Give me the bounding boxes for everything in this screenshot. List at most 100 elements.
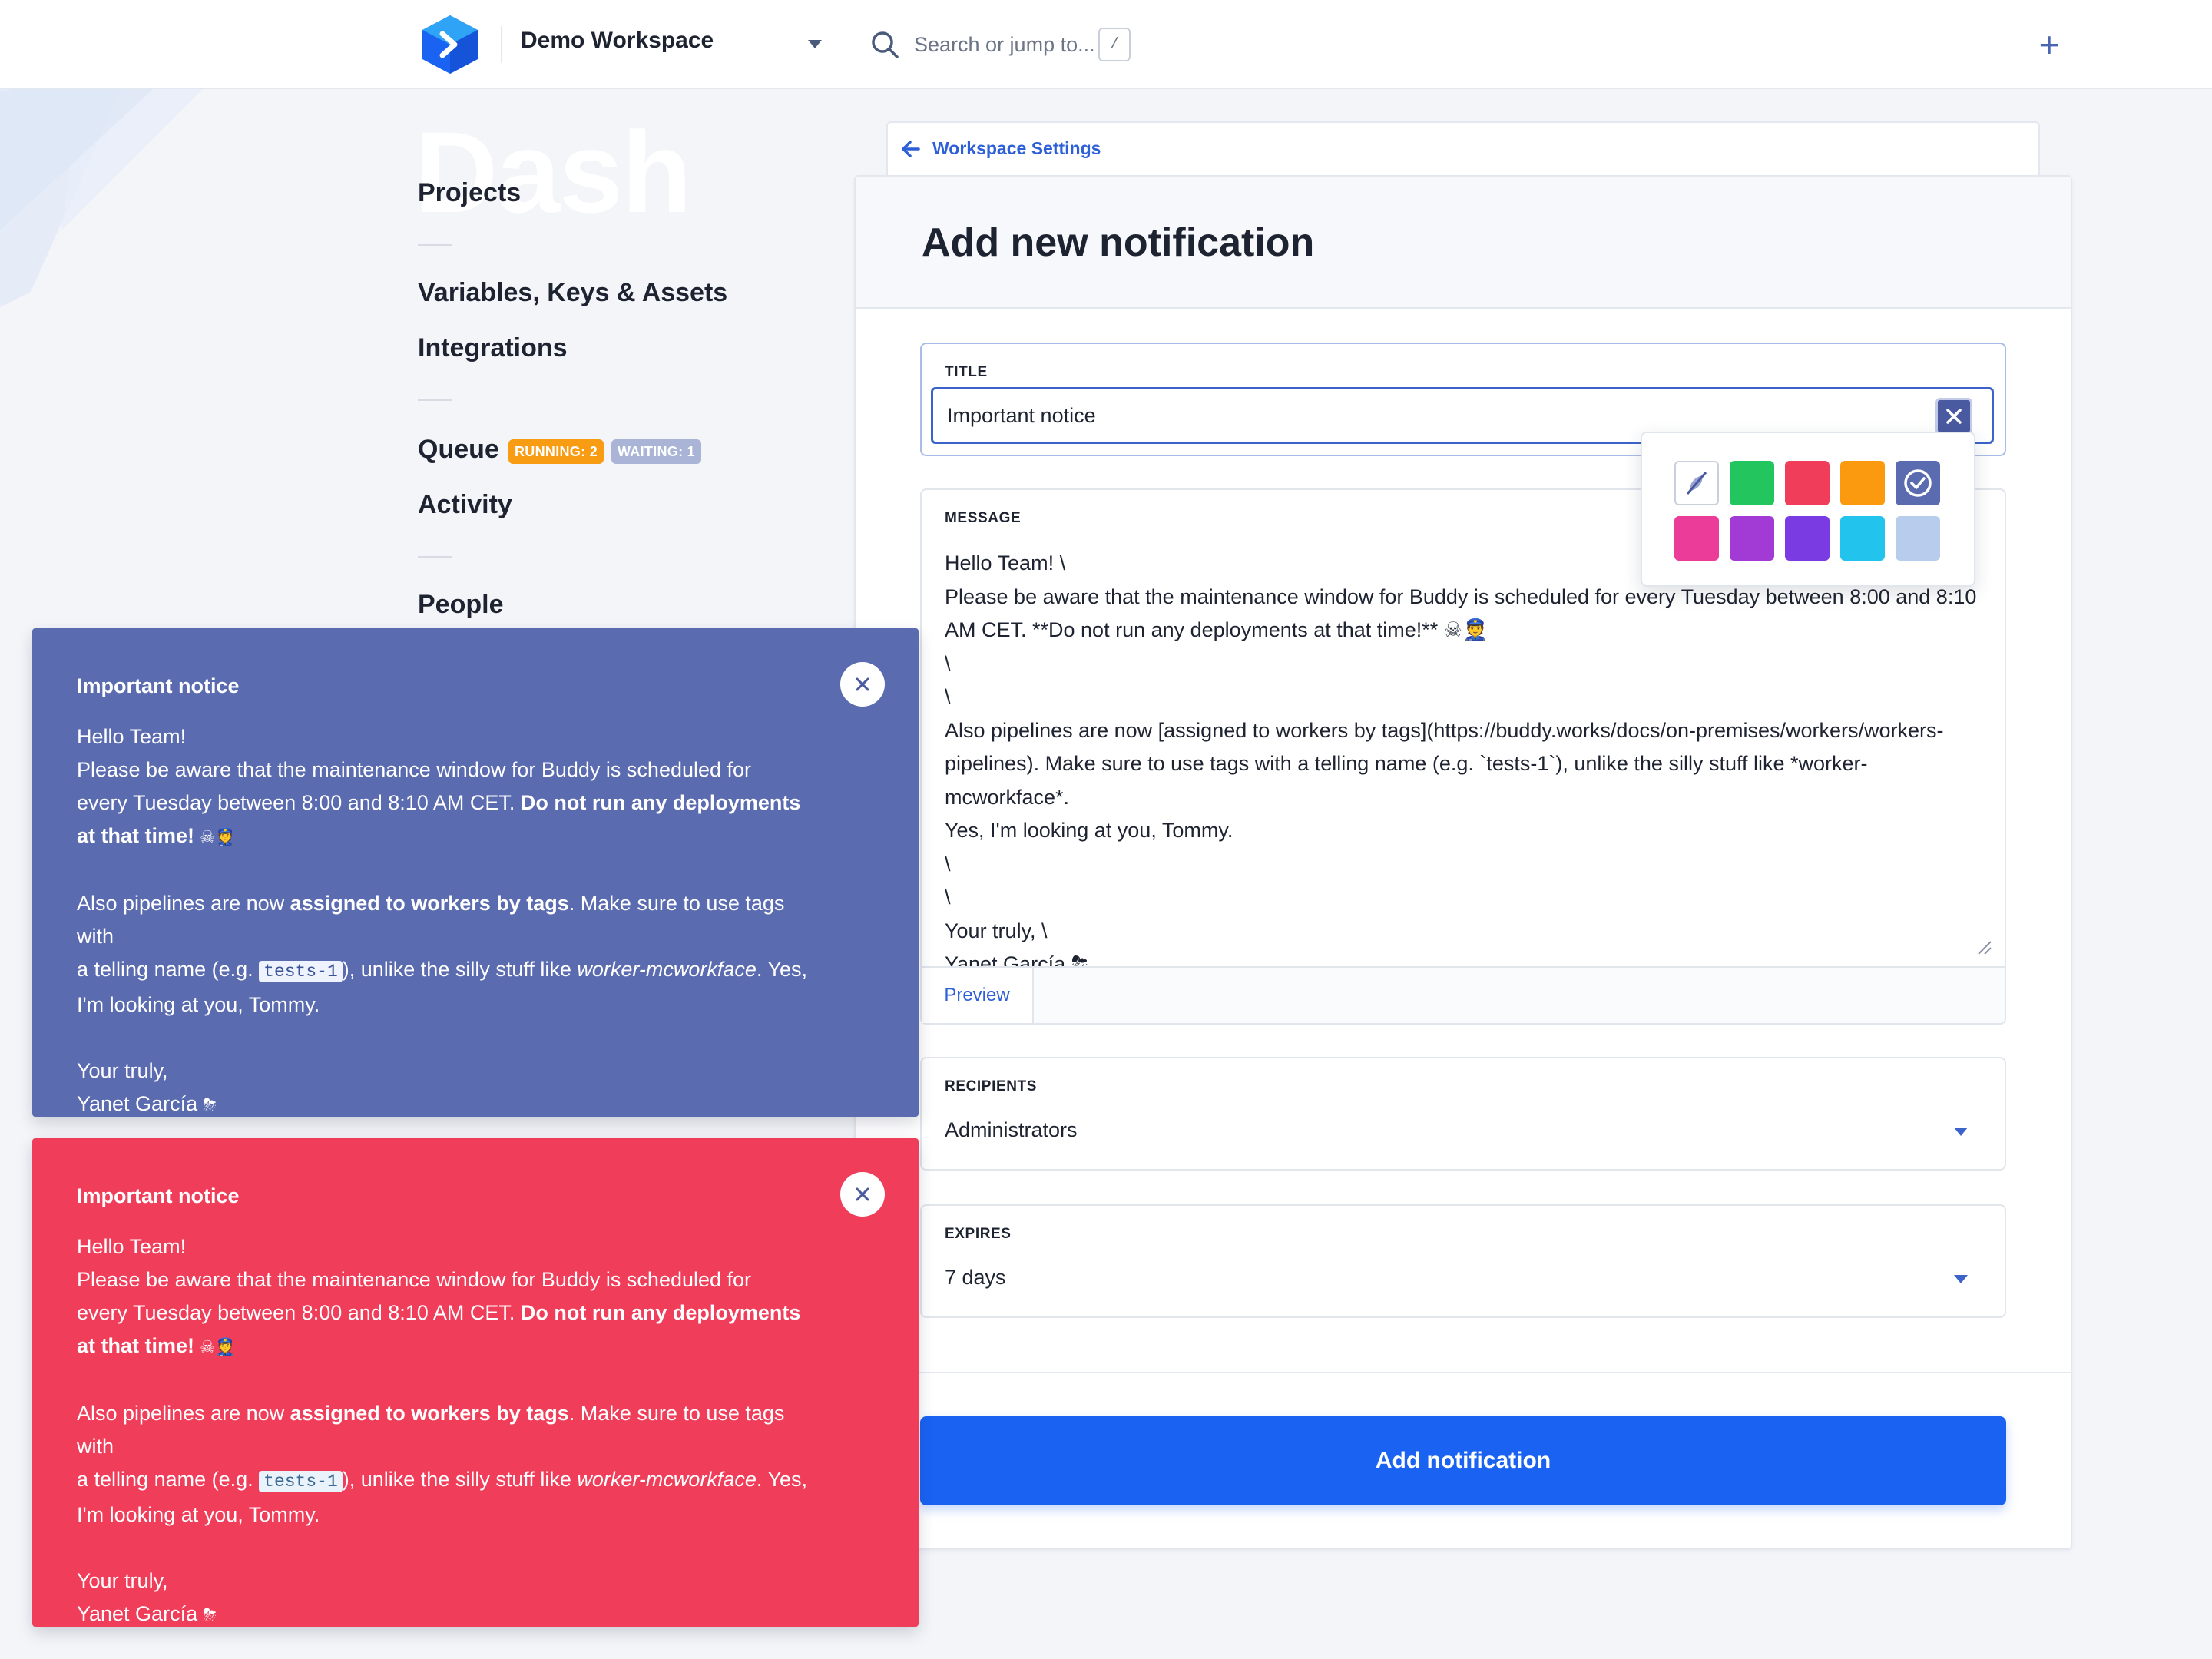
form-header xyxy=(856,177,2071,309)
color-swatch[interactable] xyxy=(1730,516,1774,561)
notice-link[interactable]: assigned to workers by tags xyxy=(290,1402,569,1425)
notice-text: . Make sure to use tags with xyxy=(77,1402,785,1458)
notice-signature: Yanet García xyxy=(77,1092,198,1115)
notice-text: a telling name (e.g. xyxy=(77,958,260,981)
notice-body: Hello Team! Please be aware that the mai… xyxy=(77,720,814,1122)
recipients-value[interactable]: Administrators xyxy=(945,1118,1078,1141)
workspace-name[interactable]: Demo Workspace xyxy=(521,28,714,53)
tab-preview[interactable]: Preview xyxy=(922,968,1034,1023)
notice-bold-text: at that time! xyxy=(77,824,195,847)
color-swatch[interactable] xyxy=(1896,516,1940,561)
expires-value[interactable]: 7 days xyxy=(945,1266,1006,1289)
color-picker-popup xyxy=(1641,432,1975,587)
queue-waiting-badge: WAITING: 1 xyxy=(611,439,701,464)
notice-signature: Your truly, xyxy=(77,1059,168,1082)
color-swatch-selected[interactable] xyxy=(1896,461,1940,505)
notice-italic-text: worker-mcworkface xyxy=(577,1468,757,1491)
notice-greeting: Hello Team! xyxy=(77,1235,187,1258)
recipients-select[interactable] xyxy=(920,1057,2006,1171)
color-swatch-none[interactable] xyxy=(1674,461,1719,505)
header-divider xyxy=(501,26,502,63)
notification-preview-red: Important notice Hello Team! Please be a… xyxy=(32,1138,919,1627)
close-icon xyxy=(856,1187,869,1201)
sidebar-divider xyxy=(418,244,452,246)
notice-text: Please be aware that the maintenance win… xyxy=(77,1268,752,1291)
sidebar-item-people[interactable]: People xyxy=(418,590,504,619)
notice-bold-text: at that time! xyxy=(77,1334,195,1357)
notice-text: every Tuesday between 8:00 and 8:10 AM C… xyxy=(77,1301,521,1324)
notice-text: a telling name (e.g. xyxy=(77,1468,260,1491)
buddy-logo-icon[interactable] xyxy=(421,14,479,75)
message-textarea[interactable]: Hello Team! \ Please be aware that the m… xyxy=(945,551,1977,975)
check-circle-icon xyxy=(1904,469,1932,497)
sidebar-item-integrations[interactable]: Integrations xyxy=(418,333,568,363)
notice-text: Also pipelines are now xyxy=(77,1402,290,1425)
sidebar-item-activity[interactable]: Activity xyxy=(418,490,512,519)
sidebar-item-variables[interactable]: Variables, Keys & Assets xyxy=(418,278,728,307)
color-swatch[interactable] xyxy=(1785,516,1830,561)
notice-link[interactable]: assigned to workers by tags xyxy=(290,892,569,915)
notice-emoji: ⛈ xyxy=(197,1096,217,1115)
notice-code: tests-1 xyxy=(259,961,343,982)
notice-text: Please be aware that the maintenance win… xyxy=(77,758,752,781)
back-to-workspace-settings-link[interactable]: Workspace Settings xyxy=(932,138,1101,158)
notice-bold-text: Do not run any deployments xyxy=(520,791,801,814)
notice-text: every Tuesday between 8:00 and 8:10 AM C… xyxy=(77,791,521,814)
notice-bold-text: Do not run any deployments xyxy=(520,1301,801,1324)
sidebar-divider xyxy=(418,399,452,401)
notice-signature: Your truly, xyxy=(77,1569,168,1592)
search-input[interactable] xyxy=(914,28,1098,61)
chevron-down-icon[interactable] xyxy=(1952,1270,1969,1287)
search-shortcut-key: / xyxy=(1098,28,1131,61)
color-swatch[interactable] xyxy=(1730,461,1774,505)
title-label: TITLE xyxy=(945,364,988,380)
sidebar-item-queue[interactable]: Queue xyxy=(418,435,499,464)
color-swatch[interactable] xyxy=(1840,461,1885,505)
notice-title: Important notice xyxy=(77,674,240,697)
notice-text: ), unlike the silly stuff like xyxy=(342,958,578,981)
color-swatch[interactable] xyxy=(1674,516,1719,561)
notice-italic-text: worker-mcworkface xyxy=(577,958,757,981)
expires-label: EXPIRES xyxy=(945,1226,1012,1242)
message-toolbar xyxy=(922,966,2005,1023)
notice-text: . Yes, xyxy=(756,958,808,981)
notice-body: Hello Team! Please be aware that the mai… xyxy=(77,1230,814,1632)
color-swatch[interactable] xyxy=(1785,461,1830,505)
chevron-down-icon[interactable] xyxy=(1952,1123,1969,1140)
color-swatch[interactable] xyxy=(1840,516,1885,561)
message-label: MESSAGE xyxy=(945,510,1022,526)
notice-text: ), unlike the silly stuff like xyxy=(342,1468,578,1491)
notice-emoji: ☠👮 xyxy=(194,1338,237,1357)
page-title: Add new notification xyxy=(922,220,1315,265)
notification-preview-blue: Important notice Hello Team! Please be a… xyxy=(32,628,919,1117)
notice-signature: Yanet García xyxy=(77,1602,198,1625)
add-notification-button[interactable]: Add notification xyxy=(920,1416,2006,1505)
close-notice-button[interactable] xyxy=(840,662,885,707)
no-color-icon xyxy=(1686,472,1707,495)
breadcrumb xyxy=(886,121,2040,178)
close-icon xyxy=(1946,409,1962,424)
close-notice-button[interactable] xyxy=(840,1172,885,1217)
close-icon xyxy=(856,677,869,691)
notice-text: . Make sure to use tags with xyxy=(77,892,785,948)
notice-text: I'm looking at you, Tommy. xyxy=(77,1503,320,1526)
arrow-left-icon[interactable] xyxy=(900,138,922,160)
search-icon[interactable] xyxy=(869,29,900,60)
notice-code: tests-1 xyxy=(259,1471,343,1492)
clear-title-button[interactable] xyxy=(1936,398,1972,435)
queue-running-badge: RUNNING: 2 xyxy=(508,439,604,464)
dashboard-watermark: Dash xyxy=(415,108,692,237)
notice-greeting: Hello Team! xyxy=(77,725,187,748)
notice-text: I'm looking at you, Tommy. xyxy=(77,993,320,1016)
notice-emoji: ⛈ xyxy=(197,1606,217,1625)
sidebar-item-projects[interactable]: Projects xyxy=(418,178,522,207)
chevron-down-icon[interactable] xyxy=(806,35,823,52)
add-button[interactable]: + xyxy=(2038,25,2060,65)
notice-text: . Yes, xyxy=(756,1468,808,1491)
recipients-label: RECIPIENTS xyxy=(945,1078,1038,1094)
notice-title: Important notice xyxy=(77,1184,240,1207)
top-bar xyxy=(0,0,2212,89)
sidebar-divider xyxy=(418,556,452,558)
expires-select[interactable] xyxy=(920,1204,2006,1318)
resize-handle-icon[interactable] xyxy=(1975,939,1992,955)
